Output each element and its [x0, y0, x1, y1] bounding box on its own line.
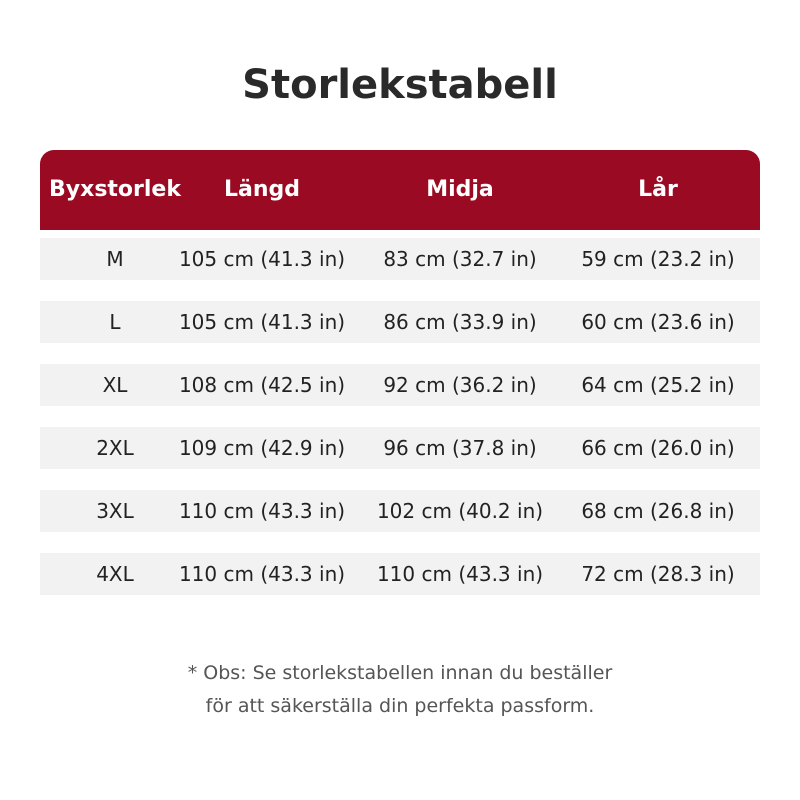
table-row: L 105 cm (41.3 in) 86 cm (33.9 in) 60 cm (2… [40, 301, 760, 343]
table-cell: 2XL [96, 436, 134, 460]
table-cell: M [106, 247, 124, 271]
title: Storlekstabell [242, 62, 558, 108]
table-cell: 109 cm (42.9 in) [178, 436, 346, 460]
table-cell: 60 cm (23.6 in) [581, 310, 735, 334]
table-row: XL 108 cm (42.5 in) 92 cm (36.2 in) 64 cm (… [40, 364, 760, 406]
footnote: * Obs: Se storlekstabellen innan du best… [187, 662, 613, 684]
table-cell: 4XL [96, 562, 134, 586]
table-cell: XL [102, 373, 128, 397]
table-cell: 108 cm (42.5 in) [178, 373, 346, 397]
table-cell: 110 cm (43.3 in) [178, 562, 346, 586]
table-row: 3XL 110 cm (43.3 in) 102 cm (40.2 in) 68 cm… [40, 490, 760, 532]
table-cell: 66 cm (26.0 in) [581, 436, 735, 460]
table-row: M 105 cm (41.3 in) 83 cm (32.7 in) 59 cm (2… [40, 238, 760, 280]
table-cell: 72 cm (28.3 in) [581, 562, 735, 586]
table-header: Byxstorlek Längd Midja Lår [40, 150, 760, 230]
table-cell: 64 cm (25.2 in) [581, 373, 735, 397]
table-cell: 110 cm (43.3 in) [178, 499, 346, 523]
table-cell: 96 cm (37.8 in) [383, 436, 537, 460]
table-row: 2XL 109 cm (42.9 in) 96 cm (37.8 in) 66 cm … [40, 427, 760, 469]
table-cell: 68 cm (26.8 in) [581, 499, 735, 523]
table-cell: 105 cm (41.3 in) [178, 310, 346, 334]
table-cell: 105 cm (41.3 in) [178, 247, 346, 271]
table-row: 4XL 110 cm (43.3 in) 110 cm (43.3 in) 72 cm… [40, 553, 760, 595]
table-cell: L [109, 310, 121, 334]
table-cell: 102 cm (40.2 in) [376, 499, 544, 523]
table-cell: 3XL [96, 499, 134, 523]
column-header: Längd [223, 177, 301, 202]
column-header: Lår [638, 177, 678, 202]
table-cell: 83 cm (32.7 in) [383, 247, 537, 271]
table-cell: 92 cm (36.2 in) [383, 373, 537, 397]
column-header: Midja [426, 177, 494, 202]
footnote: för att säkerställa din perfekta passfor… [205, 695, 595, 717]
table-cell: 86 cm (33.9 in) [383, 310, 537, 334]
table-cell: 59 cm (23.2 in) [581, 247, 735, 271]
column-header: Byxstorlek [49, 177, 181, 202]
table-cell: 110 cm (43.3 in) [376, 562, 544, 586]
